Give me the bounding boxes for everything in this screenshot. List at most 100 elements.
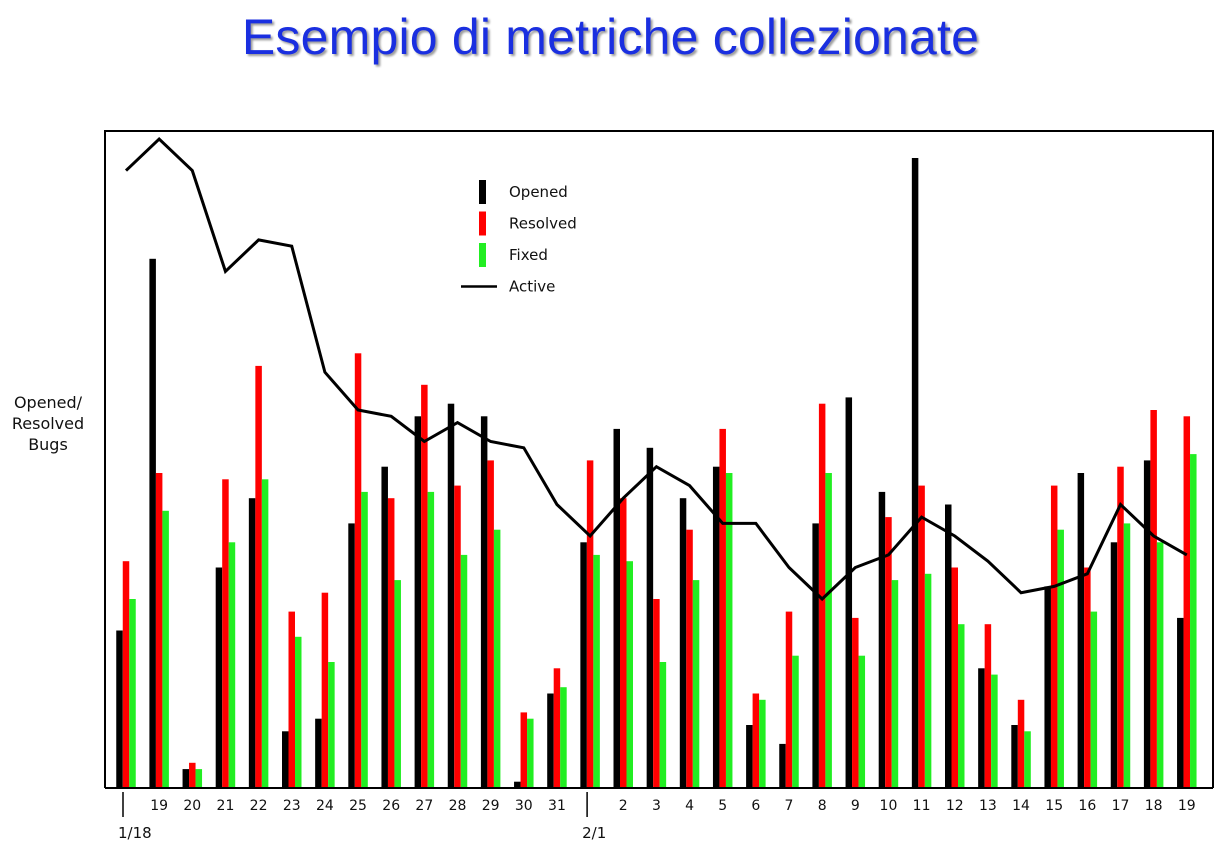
bar-fixed-26 bbox=[991, 674, 998, 788]
x-tick-label-30: 17 bbox=[1112, 798, 1130, 814]
bar-opened-21 bbox=[812, 523, 819, 788]
bar-opened-25 bbox=[945, 504, 952, 788]
bar-fixed-2 bbox=[195, 769, 203, 788]
y-axis-label: Opened/ Resolved Bugs bbox=[11, 393, 85, 454]
bar-fixed-16 bbox=[659, 662, 667, 788]
bar-fixed-1 bbox=[162, 510, 169, 788]
bar-opened-30 bbox=[1110, 542, 1118, 788]
x-tick-label-24: 11 bbox=[913, 798, 931, 814]
bar-opened-14 bbox=[580, 542, 587, 788]
bar-resolved-29 bbox=[1084, 567, 1091, 788]
bar-fixed-31 bbox=[1156, 542, 1164, 788]
bar-resolved-27 bbox=[1017, 699, 1025, 788]
bar-opened-9 bbox=[414, 416, 422, 788]
date-label-14: 2/1 bbox=[582, 824, 606, 842]
bar-opened-13 bbox=[547, 693, 554, 788]
x-tick-label-19: 6 bbox=[751, 798, 760, 814]
bar-resolved-19 bbox=[752, 693, 760, 788]
bar-opened-24 bbox=[911, 158, 919, 788]
x-tick-label-5: 23 bbox=[283, 798, 301, 814]
x-tick-label-7: 25 bbox=[349, 798, 367, 814]
x-tick-label-9: 27 bbox=[415, 798, 433, 814]
bar-resolved-17 bbox=[686, 529, 693, 788]
x-tick-label-28: 15 bbox=[1045, 798, 1063, 814]
x-tick-label-25: 12 bbox=[946, 798, 964, 814]
bars-layer bbox=[116, 158, 1197, 788]
x-tick-label-3: 21 bbox=[217, 798, 235, 814]
bar-fixed-6 bbox=[328, 662, 335, 788]
bar-fixed-24 bbox=[924, 573, 932, 788]
bar-resolved-22 bbox=[852, 617, 859, 788]
bar-fixed-27 bbox=[1024, 731, 1031, 788]
legend-swatch-fixed bbox=[479, 243, 486, 267]
legend-swatch-opened bbox=[479, 180, 486, 204]
x-tick-label-22: 9 bbox=[851, 798, 860, 814]
legend-swatch-resolved bbox=[479, 211, 486, 236]
bar-resolved-9 bbox=[421, 384, 428, 788]
bar-opened-11 bbox=[480, 416, 488, 788]
x-tick-label-17: 4 bbox=[685, 798, 694, 814]
x-tick-label-23: 10 bbox=[880, 798, 898, 814]
bar-opened-5 bbox=[282, 731, 289, 788]
bar-opened-0 bbox=[116, 630, 123, 788]
plot-frame bbox=[104, 130, 1214, 788]
bar-fixed-12 bbox=[527, 718, 534, 788]
x-tick-label-10: 28 bbox=[449, 798, 467, 814]
bar-fixed-23 bbox=[891, 580, 899, 788]
bar-resolved-15 bbox=[620, 498, 627, 788]
bar-opened-1 bbox=[149, 258, 156, 788]
bar-resolved-3 bbox=[222, 479, 229, 788]
x-tick-label-18: 5 bbox=[718, 798, 727, 814]
bar-opened-26 bbox=[978, 668, 985, 788]
bar-fixed-30 bbox=[1123, 523, 1131, 788]
bar-resolved-23 bbox=[885, 517, 892, 788]
bar-resolved-12 bbox=[520, 712, 528, 788]
bar-fixed-29 bbox=[1090, 611, 1098, 788]
bar-fixed-21 bbox=[825, 473, 832, 788]
active-line-layer bbox=[124, 137, 1188, 602]
bar-resolved-11 bbox=[487, 460, 494, 788]
x-tick-label-12: 30 bbox=[515, 798, 533, 814]
bar-fixed-20 bbox=[792, 655, 799, 788]
bar-fixed-14 bbox=[593, 554, 600, 788]
legend-label-active: Active bbox=[509, 278, 555, 296]
bar-resolved-20 bbox=[785, 611, 793, 788]
bar-fixed-7 bbox=[361, 491, 368, 788]
bar-opened-32 bbox=[1177, 617, 1184, 788]
bar-opened-8 bbox=[381, 466, 388, 788]
bar-opened-10 bbox=[447, 403, 455, 788]
bar-resolved-0 bbox=[122, 561, 130, 788]
bar-opened-19 bbox=[746, 725, 753, 788]
bar-fixed-25 bbox=[958, 624, 965, 788]
bar-fixed-5 bbox=[295, 636, 302, 788]
legend-label-opened: Opened bbox=[509, 183, 568, 201]
bar-opened-23 bbox=[878, 491, 886, 788]
x-tick-label-8: 26 bbox=[382, 798, 400, 814]
bar-resolved-26 bbox=[984, 624, 992, 788]
bar-opened-18 bbox=[712, 466, 720, 788]
bar-resolved-21 bbox=[818, 403, 826, 788]
bar-opened-7 bbox=[348, 523, 355, 788]
bar-fixed-3 bbox=[228, 542, 236, 788]
bar-fixed-13 bbox=[560, 687, 567, 788]
x-tick-label-20: 7 bbox=[785, 798, 794, 814]
x-tick-label-26: 13 bbox=[979, 798, 997, 814]
bar-fixed-28 bbox=[1057, 529, 1064, 788]
bar-opened-28 bbox=[1044, 586, 1051, 788]
bar-fixed-11 bbox=[493, 529, 501, 788]
bar-resolved-30 bbox=[1117, 466, 1124, 788]
bar-opened-6 bbox=[315, 718, 322, 788]
x-tick-label-32: 19 bbox=[1178, 798, 1196, 814]
bar-resolved-1 bbox=[155, 473, 163, 788]
slide-title: Esempio di metriche collezionate bbox=[241, 9, 980, 65]
bar-opened-4 bbox=[248, 498, 256, 788]
x-tick-label-1: 19 bbox=[150, 798, 168, 814]
bar-resolved-5 bbox=[288, 611, 295, 788]
axis-layer: 19 20 21 22 23 24 25 26 27 28 29 30 31 2 3 4 5 6 7 8 9 10 11 12… bbox=[104, 130, 1214, 842]
x-tick-label-21: 8 bbox=[818, 798, 827, 814]
bar-resolved-14 bbox=[586, 460, 594, 788]
x-tick-label-31: 18 bbox=[1145, 798, 1163, 814]
bar-fixed-22 bbox=[858, 655, 866, 788]
x-tick-label-6: 24 bbox=[316, 798, 334, 814]
